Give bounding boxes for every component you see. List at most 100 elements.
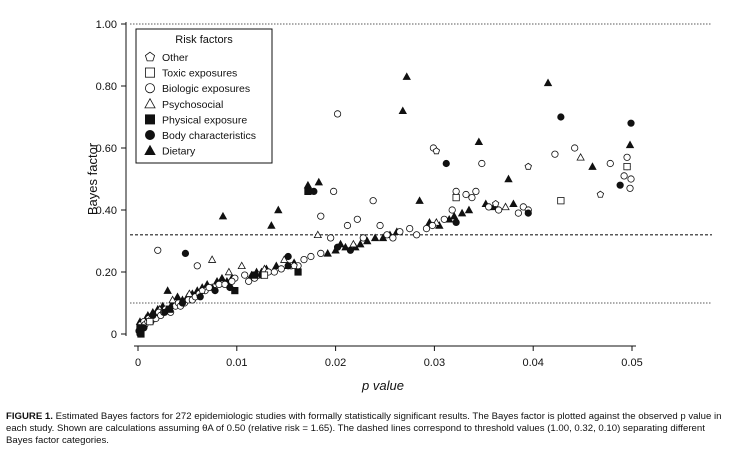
data-point-circle-open [383, 231, 391, 239]
data-point-triangle-filled [588, 162, 597, 170]
data-point-square-filled [304, 187, 312, 195]
data-point-triangle-filled [217, 273, 227, 282]
data-point-pentagon-open [524, 162, 532, 170]
data-point-circle-open [626, 184, 634, 192]
axes: 0 0.20 0.40 0.60 0.80 1.00 0 0.01 0.02 0.03 0.04 0.… [85, 19, 643, 393]
data-point-circle-filled [196, 293, 204, 301]
data-point-circle-open [215, 280, 223, 288]
data-point-triangle-open [576, 152, 585, 161]
data-point-circle-open [307, 252, 315, 261]
data-point-square-filled [166, 305, 174, 313]
data-point-square-filled [294, 268, 302, 276]
x-tick-label: 0.03 [424, 357, 445, 369]
y-tick-label: 0 [111, 329, 117, 341]
legend-entry-label: Other [162, 52, 189, 64]
data-point-square-filled [137, 330, 145, 338]
legend-box [135, 28, 273, 164]
data-point-circle-open [389, 234, 397, 242]
threshold-lines [130, 23, 712, 304]
legend-marker-triangle-filled [144, 144, 156, 156]
data-point-circle-open [422, 225, 431, 233]
data-point-circle-open [330, 187, 338, 195]
data-point-circle-open [606, 159, 614, 168]
data-point-circle-filled [333, 243, 342, 251]
y-tick-label: 0.40 [96, 205, 117, 217]
data-point-triangle-open [313, 230, 323, 239]
data-point-triangle-filled [173, 292, 182, 301]
data-point-circle-open [478, 159, 486, 168]
data-point-circle-open [627, 175, 635, 183]
data-point-square-open [260, 271, 269, 279]
data-point-circle-filled [627, 119, 635, 127]
data-point-triangle-filled [323, 249, 332, 257]
data-point-circle-open [452, 187, 460, 195]
data-point-pentagon-open [432, 147, 441, 155]
data-point-circle-open [406, 225, 414, 233]
data-point-triangle-filled [267, 221, 276, 229]
data-point-circle-filled [557, 113, 565, 121]
data-point-triangle-filled [370, 233, 380, 242]
x-tick-label: 0 [135, 357, 141, 369]
data-point-circle-open [369, 197, 377, 205]
data-point-circle-open [245, 277, 253, 285]
data-point-pentagon-open [596, 190, 605, 198]
data-point-triangle-filled [314, 177, 324, 186]
data-point-circle-open [551, 150, 559, 158]
y-tick-label: 1.00 [96, 19, 117, 31]
data-point-circle-open [448, 206, 456, 214]
data-point-square-filled [250, 271, 259, 279]
scatter-chart: 0 0.20 0.40 0.60 0.80 1.00 0 0.01 0.02 0.03 0.04 0.… [85, 19, 712, 393]
data-point-circle-open [327, 234, 335, 242]
data-point-circle-open [317, 249, 325, 257]
data-point-pentagon-open [491, 199, 500, 207]
data-point-pentagon-open [290, 261, 298, 269]
data-point-circle-open [623, 153, 631, 161]
legend-marker-pentagon-open [144, 51, 156, 62]
data-point-circle-open [241, 271, 249, 279]
data-point-circle-open [472, 187, 480, 195]
legend-entry-label: Physical exposure [162, 114, 247, 126]
data-point-circle-filled [452, 218, 460, 226]
legend-entry-label: Psychosocial [162, 99, 223, 111]
data-point-triangle-filled [218, 211, 228, 220]
data-point-circle-open [300, 255, 308, 264]
data-point-circle-open [514, 209, 522, 217]
data-point-circle-open [277, 265, 285, 273]
legend-marker-triangle-open [144, 97, 156, 109]
data-point-circle-filled [284, 262, 292, 270]
x-tick-label: 0.05 [621, 357, 642, 369]
data-point-triangle-filled [303, 180, 313, 189]
data-point-triangle-filled [398, 106, 407, 115]
data-point-circle-filled [149, 311, 157, 319]
legend-marker-circle-filled [144, 129, 155, 140]
data-point-triangle-filled [625, 140, 635, 149]
data-point-circle-open [396, 228, 404, 236]
data-point-circle-open [428, 221, 437, 230]
data-point-triangle-filled [464, 205, 474, 214]
data-point-circle-filled [284, 252, 292, 261]
data-point-circle-filled [524, 209, 532, 217]
data-point-circle-open [440, 215, 448, 223]
data-point-circle-open [413, 231, 421, 239]
data-point-circle-filled [178, 299, 187, 307]
caption-text: Estimated Bayes factors for 272 epidemio… [6, 411, 722, 446]
data-point-triangle-open [501, 202, 510, 211]
data-point-square-open [452, 193, 460, 202]
legend-marker-circle-open [144, 83, 155, 94]
data-point-circle-open [317, 212, 325, 220]
data-point-circle-open [353, 215, 361, 223]
y-axis-title: Bayes factor [85, 142, 100, 215]
x-tick-label: 0.02 [325, 357, 346, 369]
data-point-circle-open [205, 283, 213, 292]
data-point-triangle-open [207, 255, 217, 263]
x-tick-label: 0.01 [226, 357, 247, 369]
data-point-circle-filled [310, 187, 318, 195]
legend-marker-square-filled [144, 114, 155, 125]
legend-title: Risk factors [175, 34, 233, 46]
legend-entry-label: Biologic exposures [162, 83, 250, 95]
data-point-circle-open [228, 277, 236, 285]
data-point-circle-filled [616, 181, 624, 189]
data-point-circle-filled [346, 246, 355, 254]
data-point-circle-open [343, 221, 352, 230]
x-tick-label: 0.04 [522, 357, 543, 369]
